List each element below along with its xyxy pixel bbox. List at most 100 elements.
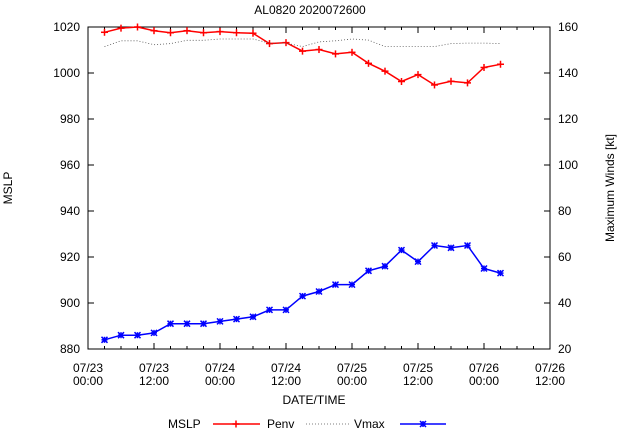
marker-star: [463, 241, 472, 250]
x-tick-label-date: 07/24: [271, 361, 301, 375]
marker-star: [430, 241, 439, 250]
y-left-tick-label: 900: [60, 296, 80, 310]
marker-star: [414, 258, 422, 266]
data-point-penv: [464, 79, 471, 87]
data-point-penv: [249, 29, 257, 37]
data-point-vmax: [183, 320, 191, 328]
x-tick-label-date: 07/26: [469, 361, 499, 375]
marker-star: [381, 262, 389, 270]
data-point-vmax: [381, 262, 389, 270]
data-point-penv: [200, 29, 207, 37]
x-tick-label-date: 07/23: [139, 361, 169, 375]
x-tick-label-time: 12:00: [403, 374, 433, 388]
x-tick-label-time: 00:00: [469, 374, 499, 388]
x-tick-label-date: 07/23: [73, 361, 103, 375]
marker-star: [315, 287, 323, 296]
marker-star: [364, 267, 373, 275]
x-axis-label: DATE/TIME: [282, 393, 345, 407]
y-left-tick-label: 1020: [53, 20, 80, 34]
x-tick-label-date: 07/25: [403, 361, 433, 375]
marker-star: [480, 264, 488, 273]
marker-star: [150, 329, 158, 337]
data-point-penv: [447, 77, 455, 85]
series-group: [100, 23, 505, 344]
data-point-penv: [282, 39, 290, 47]
legend-label-vmax: Vmax: [354, 417, 385, 431]
axis-ticks: 880 900 920 940 960 980 1000 1020 20 40 60 80 100 120…: [53, 20, 578, 388]
data-point-penv: [150, 27, 158, 35]
data-point-vmax: [397, 246, 406, 254]
data-point-penv: [216, 28, 224, 36]
legend-label-mslp: MSLP: [168, 417, 201, 431]
y-right-tick-label: 40: [558, 296, 572, 310]
legend-marker-vmax: [419, 420, 427, 428]
data-point-penv: [348, 48, 356, 56]
marker-star: [232, 315, 241, 323]
data-point-penv: [134, 23, 141, 31]
x-tick-label-date: 07/24: [205, 361, 235, 375]
data-point-vmax: [447, 244, 455, 252]
data-point-penv: [431, 81, 438, 89]
series-line-vmax: [104, 244, 501, 341]
data-point-penv: [480, 63, 488, 71]
x-tick-label-time: 12:00: [535, 374, 565, 388]
marker-star: [117, 331, 125, 339]
data-point-vmax: [480, 264, 488, 273]
data-point-penv: [117, 24, 125, 32]
data-point-penv: [167, 29, 174, 37]
data-point-vmax: [331, 281, 340, 289]
data-point-vmax: [216, 317, 224, 325]
data-point-vmax: [199, 320, 208, 328]
y-left-tick-label: 1000: [53, 66, 80, 80]
data-point-penv: [266, 40, 273, 48]
chart-title: AL0820 2020072600: [254, 3, 366, 17]
plot-frame: [87, 26, 551, 350]
legend-label-penv: Penv: [267, 417, 294, 431]
data-point-vmax: [117, 331, 125, 339]
data-point-penv: [101, 28, 108, 36]
marker-star: [249, 313, 257, 321]
marker-star: [133, 331, 142, 339]
marker-star: [199, 320, 208, 328]
data-point-vmax: [315, 287, 323, 296]
data-point-vmax: [166, 320, 175, 328]
y-right-tick-label: 80: [558, 204, 572, 218]
data-point-vmax: [430, 241, 439, 250]
data-point-vmax: [496, 269, 505, 277]
data-point-vmax: [249, 313, 257, 321]
y-right-tick-label: 120: [558, 112, 578, 126]
x-tick-label-date: 07/26: [535, 361, 565, 375]
marker-star: [216, 317, 224, 325]
y-axis-right-label: Maximum Winds [kt]: [603, 134, 617, 242]
data-point-vmax: [100, 336, 109, 344]
data-point-vmax: [364, 267, 373, 275]
data-point-vmax: [298, 292, 307, 300]
data-point-vmax: [133, 331, 142, 339]
data-point-penv: [381, 67, 389, 75]
data-point-vmax: [232, 315, 241, 323]
series-line-mslp: [104, 38, 501, 48]
marker-star: [298, 292, 307, 300]
x-tick-label-time: 00:00: [205, 374, 235, 388]
x-tick-label-time: 12:00: [139, 374, 169, 388]
y-left-tick-label: 960: [60, 158, 80, 172]
y-left-tick-label: 920: [60, 250, 80, 264]
marker-star: [265, 306, 274, 314]
marker-star: [397, 246, 406, 254]
y-left-tick-label: 940: [60, 204, 80, 218]
data-point-penv: [332, 50, 339, 58]
x-tick-label-time: 00:00: [73, 374, 103, 388]
legend: MSLP Penv Vmax: [168, 417, 446, 431]
y-left-tick-label: 980: [60, 112, 80, 126]
y-right-tick-label: 160: [558, 20, 578, 34]
series-line-penv: [104, 26, 501, 86]
y-right-tick-label: 140: [558, 66, 578, 80]
y-right-tick-label: 20: [558, 342, 572, 356]
data-point-penv: [233, 29, 240, 37]
data-point-penv: [398, 78, 405, 86]
marker-star: [447, 244, 455, 252]
y-right-tick-label: 60: [558, 250, 572, 264]
marker-star: [166, 320, 175, 328]
data-point-penv: [183, 27, 191, 35]
